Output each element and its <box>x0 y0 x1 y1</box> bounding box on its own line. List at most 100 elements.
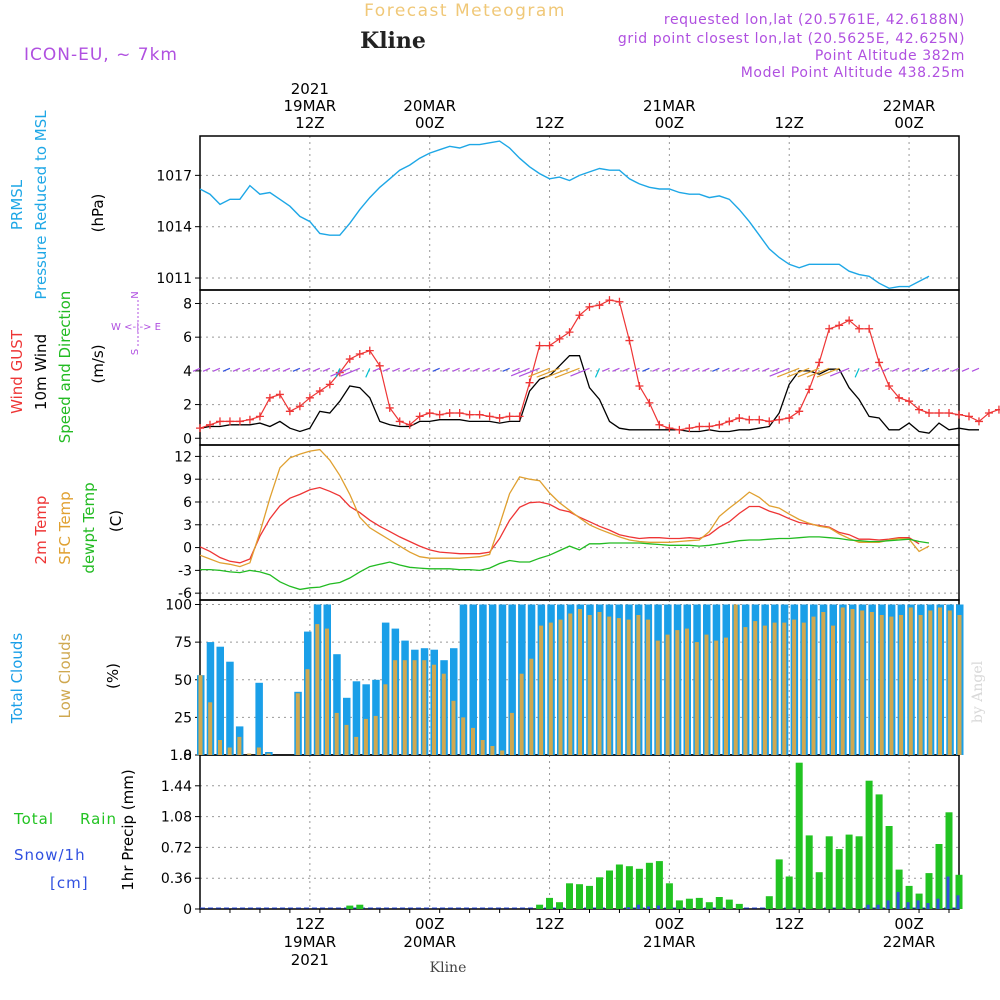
y-tick-label: 0.72 <box>161 840 192 856</box>
gust-marker <box>994 405 1000 414</box>
snow-bar <box>916 900 920 909</box>
wind-direction-arrow <box>372 367 380 372</box>
gust-marker <box>755 415 764 424</box>
low-cloud-bar <box>636 615 641 755</box>
y-tick-label: 0 <box>183 431 192 447</box>
gust-marker <box>815 358 824 367</box>
low-cloud-bar <box>266 753 271 755</box>
rain-bar <box>596 877 603 909</box>
top-time-label: 12Z <box>295 114 324 132</box>
wind-direction-arrow <box>911 367 920 372</box>
rain-bar <box>845 834 853 909</box>
wind-direction-arrow <box>776 367 800 378</box>
snow-bar <box>626 907 630 909</box>
wind-direction-arrow <box>797 367 820 378</box>
gust-marker <box>465 410 474 419</box>
rain-bar <box>885 826 893 909</box>
wind-direction-arrow <box>752 367 760 372</box>
gust-marker <box>925 408 934 417</box>
rain-bar <box>835 849 843 909</box>
wind-direction-arrow <box>622 367 630 372</box>
rain-bar <box>675 900 683 909</box>
wind-direction-arrow <box>816 367 840 378</box>
low-cloud-bar <box>869 612 874 755</box>
low-cloud-bar <box>578 609 582 755</box>
low-cloud-bar <box>237 736 242 755</box>
rain-bar <box>576 884 583 909</box>
credit-watermark: by Angel <box>970 660 986 723</box>
wind-direction-arrow <box>432 367 440 372</box>
rain-bar <box>546 897 553 909</box>
gust-marker <box>245 415 254 424</box>
gust-marker <box>655 420 664 429</box>
top-time-label: 19MAR <box>283 97 336 115</box>
low-cloud-bar <box>402 660 407 755</box>
low-cloud-bar <box>529 658 534 755</box>
top-time-label: 2021 <box>291 80 329 98</box>
low-cloud-bar <box>451 700 456 755</box>
low-cloud-bar <box>899 615 904 755</box>
wind-direction-arrow <box>642 367 650 372</box>
gust-marker <box>525 378 534 387</box>
gust-marker <box>585 302 594 311</box>
low-cloud-bar <box>704 634 709 755</box>
low-cloud-bar <box>344 724 349 755</box>
clouds-ylabel: (%) <box>104 663 122 689</box>
total-cloud-bar <box>206 642 215 755</box>
wind-direction-arrow <box>854 368 860 378</box>
gust-marker <box>265 393 274 402</box>
rain-bar <box>955 874 963 909</box>
low-cloud-bar <box>938 607 942 755</box>
low-cloud-bar <box>247 753 252 755</box>
low-cloud-bar <box>597 612 602 755</box>
low-cloud-bar <box>363 718 368 755</box>
low-cloud-bar <box>724 637 728 755</box>
wind-direction-arrow <box>402 367 410 372</box>
wind-direction-arrow <box>861 367 870 372</box>
y-tick-label: 3 <box>183 518 192 534</box>
gust-marker <box>795 407 804 416</box>
wind-direction-arrow <box>881 367 890 372</box>
wind-direction-arrow <box>252 367 261 372</box>
gust-marker <box>695 422 704 431</box>
gust-marker <box>305 393 314 402</box>
rain-bar <box>625 866 633 909</box>
low-cloud-bar <box>607 616 612 755</box>
top-time-label: 00Z <box>415 114 444 132</box>
wind-direction-arrow <box>682 367 690 372</box>
temp-dewpt-line <box>200 536 930 591</box>
rain-bar <box>825 836 833 909</box>
low-cloud-bar <box>714 640 719 755</box>
snow-bar <box>906 902 910 909</box>
temp-2m-label: 2m Temp <box>32 496 50 565</box>
snow-bar <box>946 876 950 909</box>
gust-marker <box>775 415 784 424</box>
top-time-label: 22MAR <box>883 97 936 115</box>
wind-direction-arrow <box>732 367 740 372</box>
rain-bar <box>775 859 783 909</box>
y-tick-label: 1014 <box>156 220 192 236</box>
wind-direction-arrow <box>482 367 490 372</box>
precip-ylabel: 1hr Precip (mm) <box>119 769 137 890</box>
wind-direction-arrow <box>536 367 560 378</box>
gust-marker <box>625 336 634 345</box>
wind-direction-arrow <box>632 367 640 372</box>
rain-bar <box>905 885 913 909</box>
wind-direction-arrow <box>662 367 670 372</box>
low-cloud-bar <box>373 715 378 755</box>
wind-direction-arrow <box>192 367 201 372</box>
wind-ylabel: (m/s) <box>89 344 107 383</box>
y-tick-label: 8 <box>183 296 192 312</box>
y-tick-label: 6 <box>183 495 192 511</box>
wind-direction-arrow <box>692 367 700 372</box>
total-cloud-bar <box>459 604 468 755</box>
gust-marker <box>875 358 884 367</box>
wind-direction-arrow <box>961 367 970 372</box>
wind-direction-arrow <box>871 367 880 372</box>
gust-marker <box>405 420 414 429</box>
rain-bar <box>725 899 733 909</box>
gust-marker <box>635 382 644 391</box>
wind-direction-arrow <box>712 367 720 372</box>
wind-direction-arrow <box>302 367 311 372</box>
gust-marker <box>555 334 564 343</box>
